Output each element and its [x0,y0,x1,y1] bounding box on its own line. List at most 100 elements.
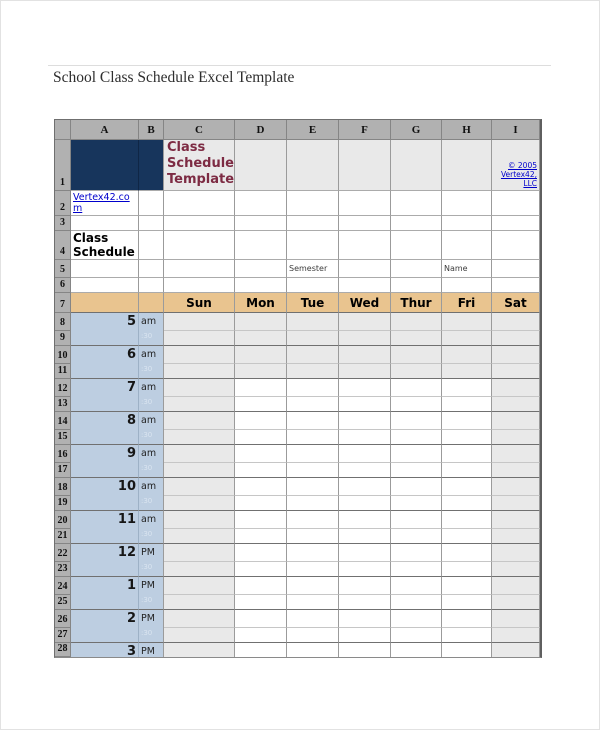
cell-I14[interactable] [492,412,540,430]
cell-A22-hour[interactable]: 12 [71,544,139,577]
row-header-11[interactable]: 11 [55,364,71,379]
cell-F14[interactable] [339,412,391,430]
cell-E17[interactable] [287,463,339,478]
cell-H4[interactable] [442,231,492,260]
cell-H22[interactable] [442,544,492,562]
cell-I10[interactable] [492,346,540,364]
cell-F23[interactable] [339,562,391,577]
cell-D5[interactable] [235,260,287,278]
cell-F9[interactable] [339,331,391,346]
cell-D4[interactable] [235,231,287,260]
cell-D27[interactable] [235,628,287,643]
row-header-5[interactable]: 5 [55,260,71,278]
cell-H23[interactable] [442,562,492,577]
cell-F24[interactable] [339,577,391,595]
cell-C17[interactable] [164,463,235,478]
cell-H21[interactable] [442,529,492,544]
cell-I3[interactable] [492,216,540,231]
row-header-16[interactable]: 16 [55,445,71,463]
cell-I28[interactable] [492,643,540,657]
cell-H5-name-label[interactable]: Name [442,260,492,278]
cell-G16[interactable] [391,445,442,463]
cell-B10-meridiem[interactable]: am:30 [139,346,164,379]
cell-E6[interactable] [287,278,339,293]
cell-C10[interactable] [164,346,235,364]
cell-E28[interactable] [287,643,339,657]
cell-H19[interactable] [442,496,492,511]
cell-I6[interactable] [492,278,540,293]
cell-I26[interactable] [492,610,540,628]
cell-B7[interactable] [139,293,164,313]
row-header-25[interactable]: 25 [55,595,71,610]
cell-D20[interactable] [235,511,287,529]
cell-I8[interactable] [492,313,540,331]
row-header-12[interactable]: 12 [55,379,71,397]
cell-G11[interactable] [391,364,442,379]
cell-A26-hour[interactable]: 2 [71,610,139,643]
cell-E15[interactable] [287,430,339,445]
day-header-Mon[interactable]: Mon [235,293,287,313]
row-header-28[interactable]: 28 [55,643,71,657]
cell-D11[interactable] [235,364,287,379]
cell-B4[interactable] [139,231,164,260]
cell-C12[interactable] [164,379,235,397]
cell-A7[interactable] [71,293,139,313]
cell-G19[interactable] [391,496,442,511]
cell-C1-title[interactable]: Class Schedule Template [164,140,235,191]
cell-H3[interactable] [442,216,492,231]
cell-G24[interactable] [391,577,442,595]
cell-G13[interactable] [391,397,442,412]
cell-E12[interactable] [287,379,339,397]
row-header-6[interactable]: 6 [55,278,71,293]
row-header-7[interactable]: 7 [55,293,71,313]
cell-E25[interactable] [287,595,339,610]
cell-A10-hour[interactable]: 6 [71,346,139,379]
cell-E27[interactable] [287,628,339,643]
cell-B5[interactable] [139,260,164,278]
cell-C26[interactable] [164,610,235,628]
cell-E4[interactable] [287,231,339,260]
cell-I27[interactable] [492,628,540,643]
cell-D19[interactable] [235,496,287,511]
cell-I11[interactable] [492,364,540,379]
cell-E16[interactable] [287,445,339,463]
col-header-F[interactable]: F [339,120,391,140]
cell-G6[interactable] [391,278,442,293]
row-header-18[interactable]: 18 [55,478,71,496]
cell-C11[interactable] [164,364,235,379]
cell-H15[interactable] [442,430,492,445]
cell-E13[interactable] [287,397,339,412]
cell-C20[interactable] [164,511,235,529]
cell-E8[interactable] [287,313,339,331]
cell-D6[interactable] [235,278,287,293]
cell-C18[interactable] [164,478,235,496]
cell-E26[interactable] [287,610,339,628]
cell-I25[interactable] [492,595,540,610]
cell-F20[interactable] [339,511,391,529]
cell-G27[interactable] [391,628,442,643]
row-header-15[interactable]: 15 [55,430,71,445]
cell-I24[interactable] [492,577,540,595]
cell-H17[interactable] [442,463,492,478]
cell-C25[interactable] [164,595,235,610]
cell-C6[interactable] [164,278,235,293]
cell-E9[interactable] [287,331,339,346]
cell-G8[interactable] [391,313,442,331]
cell-E2[interactable] [287,191,339,216]
cell-E19[interactable] [287,496,339,511]
cell-F19[interactable] [339,496,391,511]
cell-A3[interactable] [71,216,139,231]
row-header-10[interactable]: 10 [55,346,71,364]
cell-C14[interactable] [164,412,235,430]
cell-G26[interactable] [391,610,442,628]
cell-F17[interactable] [339,463,391,478]
cell-B8-meridiem[interactable]: am:30 [139,313,164,346]
cell-F21[interactable] [339,529,391,544]
copyright-link[interactable]: © 2005 Vertex42, LLC [500,161,537,188]
cell-H8[interactable] [442,313,492,331]
cell-G28[interactable] [391,643,442,657]
cell-F15[interactable] [339,430,391,445]
cell-C28[interactable] [164,643,235,657]
row-header-19[interactable]: 19 [55,496,71,511]
cell-F8[interactable] [339,313,391,331]
